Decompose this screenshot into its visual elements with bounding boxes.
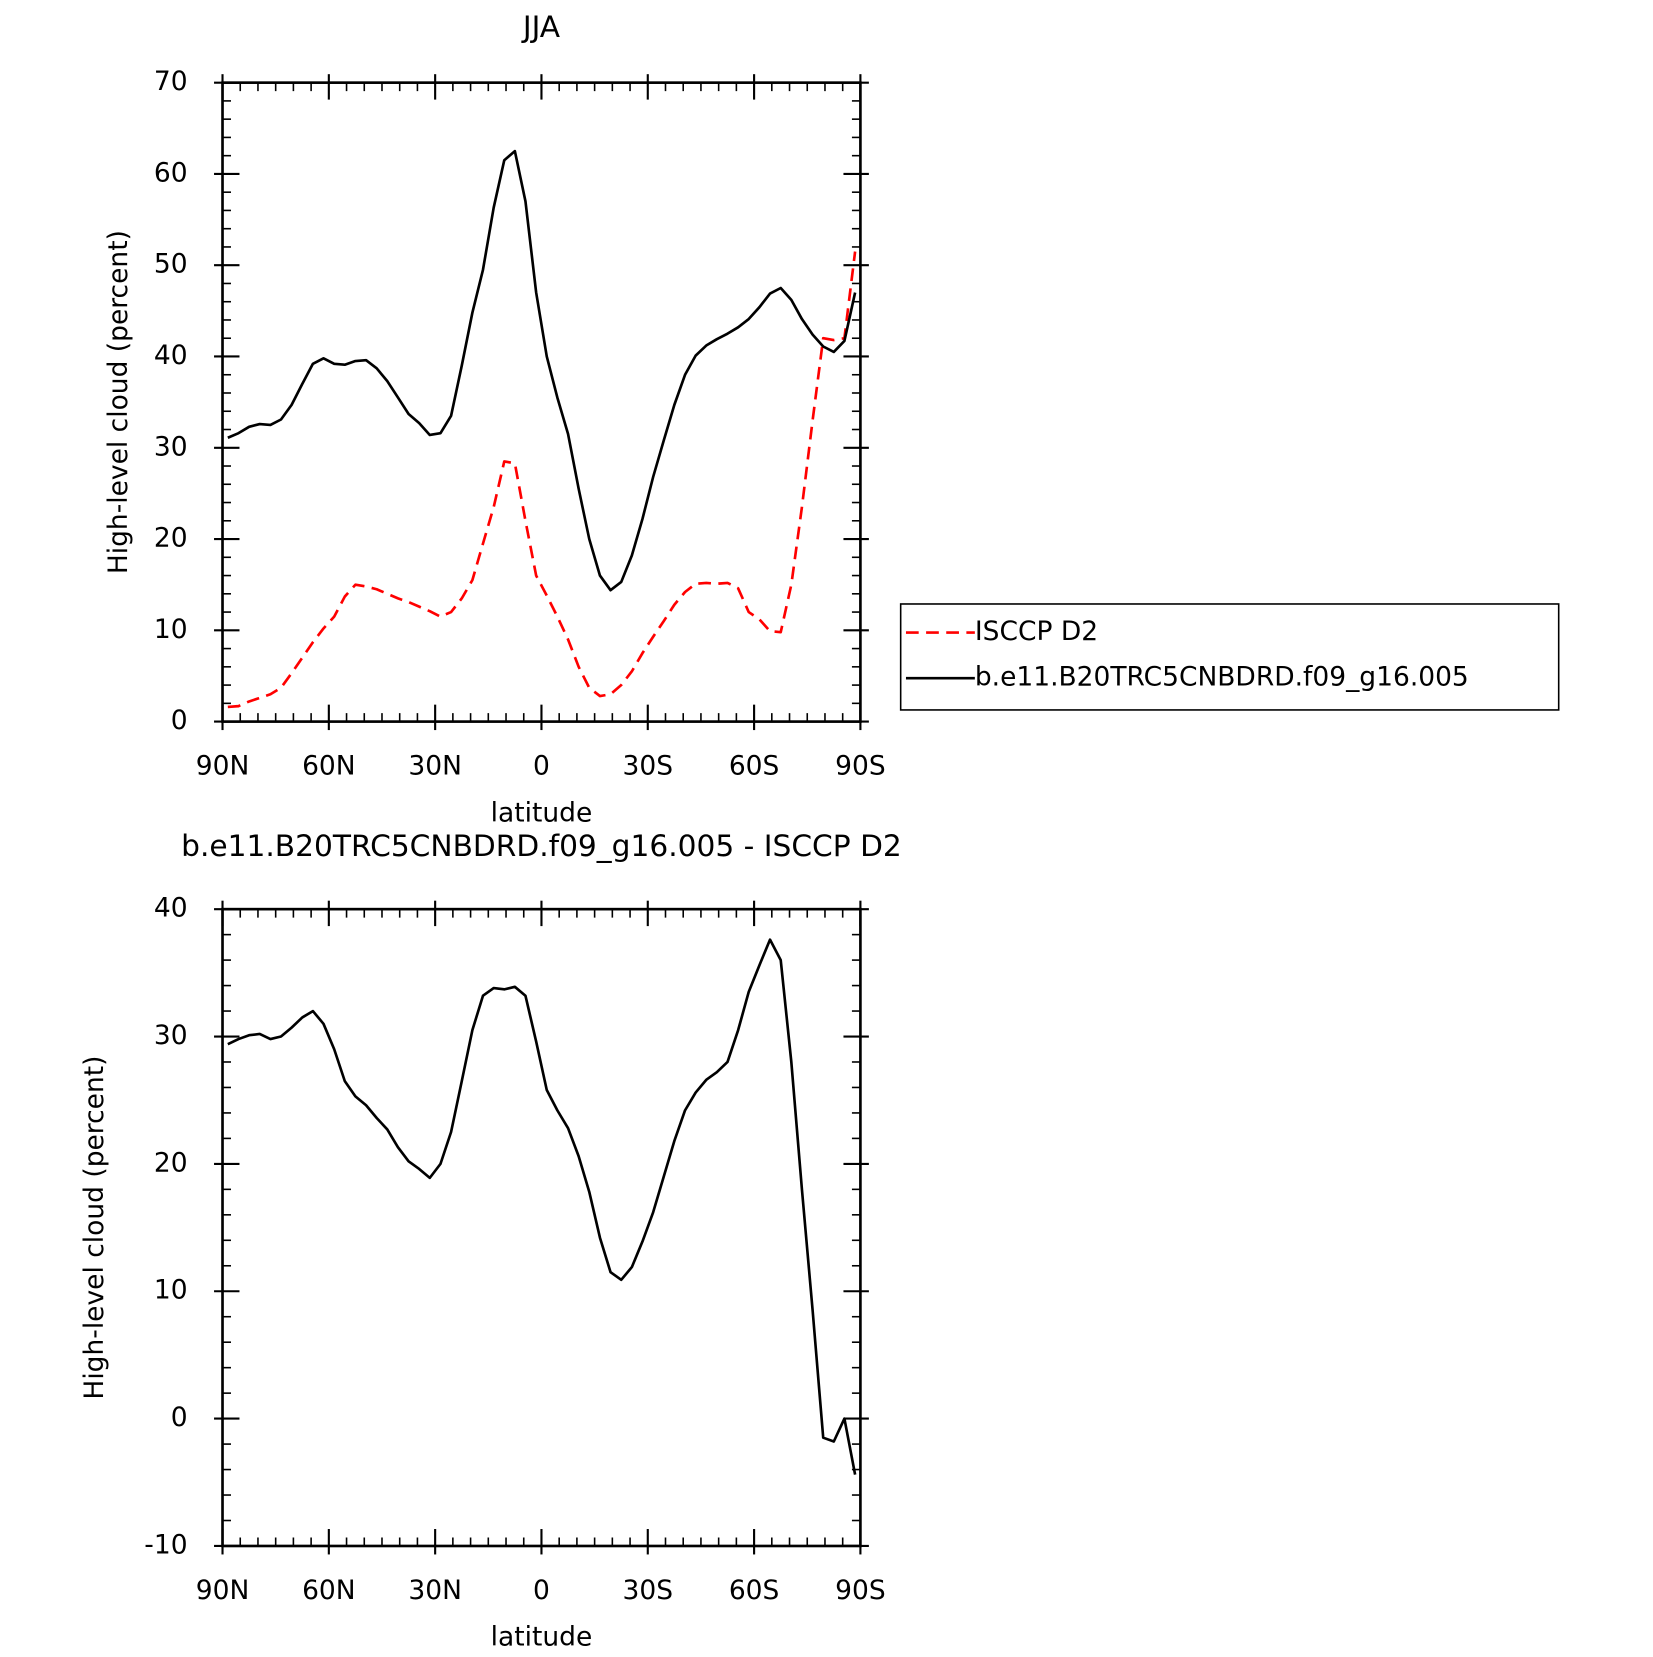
x-tick-label: 0 — [533, 751, 550, 782]
x-tick-label: 30S — [623, 751, 674, 782]
x-tick-label: 60S — [729, 751, 780, 782]
x-tick-label: 30N — [408, 751, 462, 782]
x-axis-label: latitude — [491, 797, 593, 828]
plot-frame — [221, 907, 862, 1548]
legend-label: b.e11.B20TRC5CNBDRD.f09_g16.005 — [975, 662, 1469, 693]
y-tick-label: 20 — [154, 1147, 188, 1178]
x-tick-label: 30S — [623, 1575, 674, 1606]
x-tick-label: 30N — [408, 1575, 462, 1606]
chart-title: JJA — [521, 9, 561, 44]
y-tick-label: 60 — [154, 157, 188, 188]
data-line — [227, 149, 857, 592]
y-tick-label: 50 — [154, 249, 188, 280]
y-tick-label: -10 — [144, 1529, 187, 1560]
y-axis-label: High-level cloud (percent) — [79, 1056, 110, 1400]
y-tick-label: 40 — [154, 340, 188, 371]
y-tick-label: 30 — [154, 1020, 188, 1051]
data-line — [227, 938, 857, 1475]
legend-label: ISCCP D2 — [975, 616, 1098, 647]
y-tick-label: 40 — [154, 893, 188, 924]
y-tick-label: 30 — [154, 431, 188, 462]
x-axis-label: latitude — [491, 1622, 593, 1653]
y-axis-label: High-level cloud (percent) — [103, 230, 134, 574]
x-tick-label: 90S — [835, 751, 886, 782]
plot-frame — [221, 81, 862, 723]
y-tick-label: 70 — [154, 66, 188, 97]
y-tick-label: 10 — [154, 614, 188, 645]
chart-title: b.e11.B20TRC5CNBDRD.f09_g16.005 - ISCCP … — [181, 828, 902, 863]
data-line — [227, 251, 857, 709]
x-tick-label: 0 — [533, 1575, 550, 1606]
y-tick-label: 0 — [171, 1402, 188, 1433]
y-tick-label: 20 — [154, 523, 188, 554]
x-tick-label: 60S — [729, 1575, 780, 1606]
y-tick-label: 10 — [154, 1275, 188, 1306]
x-tick-label: 60N — [302, 1575, 356, 1606]
x-tick-label: 90N — [196, 751, 250, 782]
x-tick-label: 60N — [302, 751, 356, 782]
x-tick-label: 90S — [835, 1575, 886, 1606]
legend-box — [899, 603, 1560, 711]
x-tick-label: 90N — [196, 1575, 250, 1606]
y-tick-label: 0 — [171, 705, 188, 736]
